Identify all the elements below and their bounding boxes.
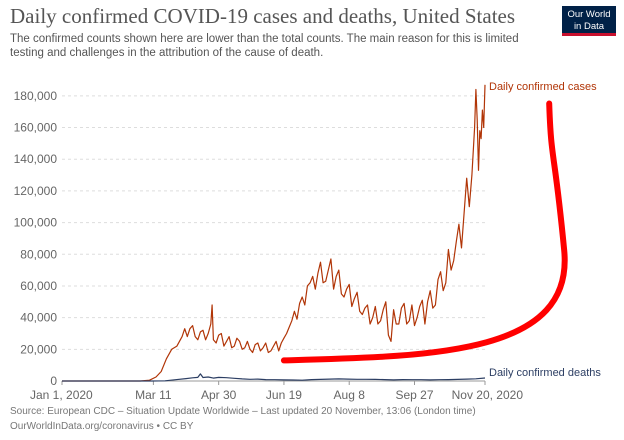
owid-logo[interactable]: Our World in Data bbox=[562, 6, 616, 36]
y-tick-label: 100,000 bbox=[14, 216, 58, 230]
x-tick-label: Aug 8 bbox=[334, 388, 366, 402]
y-tick-label: 160,000 bbox=[14, 121, 58, 135]
x-tick-label: Nov 20, 2020 bbox=[452, 388, 524, 402]
x-axis-ticks: Jan 1, 2020 Mar 11 Apr 30 Jun 19 Aug 8 Sep 27… bbox=[30, 381, 523, 402]
y-tick-label: 140,000 bbox=[14, 152, 58, 166]
logo-line-1: Our World bbox=[567, 9, 611, 20]
y-tick-label: 180,000 bbox=[14, 89, 58, 103]
deaths-series-label: Daily confirmed deaths bbox=[489, 367, 601, 379]
deaths-line bbox=[62, 373, 486, 382]
annotation-layer bbox=[280, 100, 568, 364]
cases-line bbox=[62, 84, 486, 382]
y-axis-ticks: 0 20,000 40,000 60,000 80,000 100,000 120,000 1… bbox=[14, 89, 58, 388]
annotation-arrow-curve bbox=[280, 100, 568, 364]
x-tick-label: Apr 30 bbox=[201, 388, 237, 402]
x-tick-label: Sep 27 bbox=[395, 388, 433, 402]
grid bbox=[62, 95, 485, 382]
chart-subtitle: The confirmed counts shown here are lowe… bbox=[10, 33, 519, 59]
y-tick-label: 40,000 bbox=[20, 311, 57, 325]
logo-line-2: in Data bbox=[573, 21, 605, 32]
series-layer bbox=[62, 84, 486, 382]
chart-title: Daily confirmed COVID-19 cases and death… bbox=[10, 4, 516, 28]
y-tick-label: 80,000 bbox=[20, 247, 57, 261]
y-tick-label: 60,000 bbox=[20, 279, 57, 293]
y-tick-label: 120,000 bbox=[14, 184, 58, 198]
x-tick-label: Jun 19 bbox=[266, 388, 302, 402]
cases-series-label: Daily confirmed cases bbox=[489, 81, 597, 93]
x-tick-label: Mar 11 bbox=[135, 388, 172, 402]
y-tick-label: 0 bbox=[50, 374, 57, 388]
license-link[interactable]: OurWorldInData.org/coronavirus • CC BY bbox=[10, 421, 194, 432]
x-tick-label: Jan 1, 2020 bbox=[30, 388, 93, 402]
series-labels: Daily confirmed cases Daily confirmed dea… bbox=[489, 81, 601, 379]
source-note: Source: European CDC – Situation Update … bbox=[10, 406, 476, 417]
y-tick-label: 20,000 bbox=[20, 342, 57, 356]
